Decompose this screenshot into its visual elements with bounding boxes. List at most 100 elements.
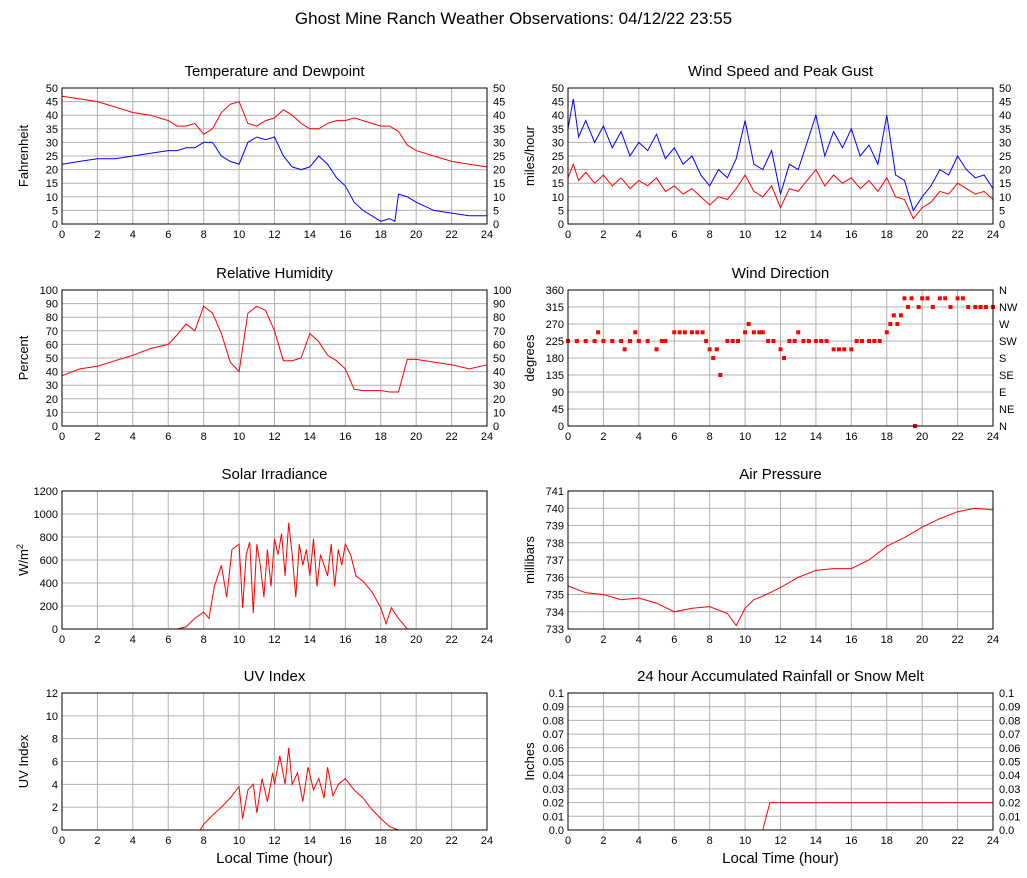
x-tick-label: 4 bbox=[636, 634, 642, 646]
data-point bbox=[610, 339, 615, 343]
data-point bbox=[960, 296, 965, 301]
right-tick-label: SW bbox=[999, 336, 1017, 348]
y-tick-label: 270 bbox=[546, 319, 564, 331]
data-point bbox=[849, 347, 854, 352]
y-tick-label: 10 bbox=[46, 192, 58, 204]
x-tick-label: 24 bbox=[987, 835, 999, 847]
x-tick-label: 22 bbox=[951, 634, 963, 646]
y-tick-label: 0 bbox=[558, 219, 564, 231]
right-tick-label: 60 bbox=[493, 339, 505, 351]
right-tick-label: 45 bbox=[999, 97, 1011, 109]
y-tick-label: 800 bbox=[40, 532, 58, 544]
x-tick-label: 16 bbox=[339, 634, 351, 646]
x-tick-label: 20 bbox=[916, 229, 928, 241]
data-point bbox=[792, 339, 797, 343]
plot-frame bbox=[61, 692, 488, 831]
plot-frame bbox=[567, 87, 994, 225]
y-tick-label: 90 bbox=[46, 299, 58, 311]
right-tick-label: NE bbox=[999, 404, 1014, 416]
series-line-1 bbox=[61, 136, 487, 223]
x-tick-label: 24 bbox=[987, 634, 999, 646]
x-tick-label: 8 bbox=[201, 634, 207, 646]
plot-frame bbox=[61, 289, 488, 427]
data-point bbox=[978, 305, 983, 309]
x-tick-label: 24 bbox=[481, 229, 493, 241]
y-axis-label-text: Inches bbox=[522, 742, 537, 781]
x-tick-label: 0 bbox=[59, 634, 65, 646]
y-tick-label: 740 bbox=[546, 503, 564, 515]
x-tick-label: 14 bbox=[810, 835, 822, 847]
data-point bbox=[920, 296, 925, 301]
right-tick-label: 5 bbox=[493, 205, 499, 217]
series-line-0 bbox=[567, 507, 994, 627]
right-tick-label: 0.02 bbox=[999, 798, 1020, 810]
chart-title: Wind Speed and Peak Gust bbox=[688, 63, 874, 80]
x-tick-label: 6 bbox=[671, 431, 677, 443]
data-point bbox=[948, 305, 953, 309]
x-tick-label: 6 bbox=[165, 634, 171, 646]
y-tick-label: 40 bbox=[46, 110, 58, 122]
x-tick-label: 4 bbox=[130, 835, 136, 847]
data-point bbox=[943, 296, 948, 301]
x-tick-label: 14 bbox=[810, 229, 822, 241]
y-axis-label-text: miles/hour bbox=[522, 125, 537, 186]
right-tick-label: 30 bbox=[493, 380, 505, 392]
series-line-0 bbox=[567, 98, 994, 212]
x-tick-label: 8 bbox=[201, 229, 207, 241]
x-tick-label: 16 bbox=[845, 835, 857, 847]
x-tick-label: 12 bbox=[268, 431, 280, 443]
right-tick-label: NW bbox=[999, 302, 1018, 314]
x-tick-label: 2 bbox=[94, 431, 100, 443]
data-point bbox=[831, 347, 836, 352]
chart-solar: 0 2 4 6 8 10 12 14 16 18 20 22 240200400600800100012… bbox=[15, 466, 493, 646]
x-tick-label: 4 bbox=[636, 835, 642, 847]
y-tick-label: 90 bbox=[552, 387, 564, 399]
data-point bbox=[872, 339, 877, 343]
y-tick-label: 70 bbox=[46, 326, 58, 338]
data-point bbox=[836, 347, 841, 352]
x-tick-label: 0 bbox=[59, 229, 65, 241]
right-tick-label: 50 bbox=[493, 83, 505, 95]
x-tick-label: 6 bbox=[671, 835, 677, 847]
y-tick-label: 20 bbox=[46, 394, 58, 406]
right-tick-label: 70 bbox=[493, 326, 505, 338]
x-tick-label: 24 bbox=[987, 229, 999, 241]
data-point bbox=[736, 339, 740, 343]
x-tick-label: 22 bbox=[951, 229, 963, 241]
y-tick-label: 738 bbox=[546, 538, 564, 550]
data-point bbox=[663, 339, 668, 343]
data-point bbox=[842, 347, 847, 352]
x-tick-label: 6 bbox=[165, 229, 171, 241]
data-point bbox=[704, 339, 709, 343]
chart-rh: 0 2 4 6 8 10 12 14 16 18 20 22 240102030405060708090… bbox=[16, 265, 511, 443]
y-tick-label: 0 bbox=[52, 624, 58, 636]
chart-title: Air Pressure bbox=[739, 466, 822, 483]
y-axis-label-sup: 2 bbox=[15, 544, 25, 549]
data-point bbox=[854, 339, 859, 343]
x-tick-label: 4 bbox=[130, 634, 136, 646]
data-point bbox=[746, 322, 751, 326]
x-tick-label: 10 bbox=[233, 634, 245, 646]
y-tick-label: 200 bbox=[40, 601, 58, 613]
data-point bbox=[824, 339, 829, 343]
x-tick-label: 12 bbox=[774, 229, 786, 241]
y-tick-label: 6 bbox=[52, 757, 58, 769]
y-tick-label: 30 bbox=[46, 380, 58, 392]
y-tick-label: 50 bbox=[46, 353, 58, 365]
x-tick-label: 22 bbox=[445, 229, 457, 241]
x-tick-label: 22 bbox=[951, 431, 963, 443]
x-tick-label: 2 bbox=[600, 835, 606, 847]
x-tick-label: 22 bbox=[445, 634, 457, 646]
x-tick-label: 10 bbox=[739, 431, 751, 443]
x-tick-label: 18 bbox=[881, 634, 893, 646]
data-point bbox=[884, 330, 889, 335]
data-point bbox=[725, 339, 730, 343]
x-tick-label: 10 bbox=[233, 229, 245, 241]
y-tick-label: 20 bbox=[46, 165, 58, 177]
series-line-1 bbox=[567, 162, 994, 220]
chart-wind: 0 2 4 6 8 10 12 14 16 18 20 22 240510152025303540455… bbox=[522, 63, 1011, 241]
data-point bbox=[592, 339, 597, 343]
chart-title: Relative Humidity bbox=[216, 265, 333, 282]
data-point bbox=[906, 305, 910, 309]
